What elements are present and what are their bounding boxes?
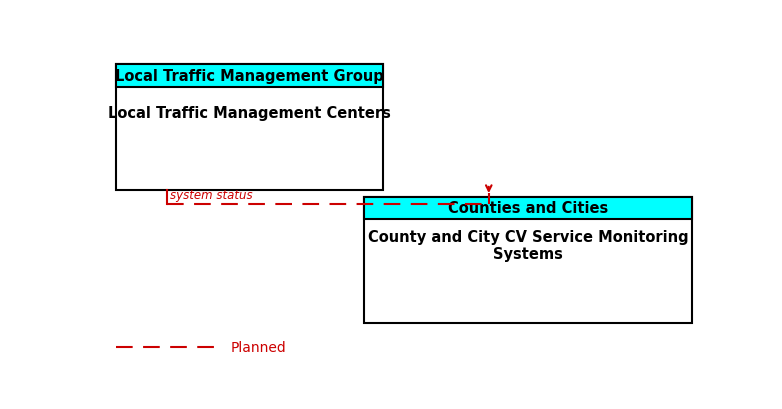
Bar: [364, 197, 692, 220]
Text: County and City CV Service Monitoring
Systems: County and City CV Service Monitoring Sy…: [368, 229, 688, 262]
Bar: [116, 65, 382, 191]
Text: Local Traffic Management Group: Local Traffic Management Group: [115, 69, 384, 84]
Text: Counties and Cities: Counties and Cities: [448, 201, 608, 216]
Text: system status: system status: [170, 188, 253, 201]
Text: Local Traffic Management Centers: Local Traffic Management Centers: [108, 106, 391, 121]
Bar: [364, 197, 692, 323]
Bar: [116, 65, 382, 88]
Text: Planned: Planned: [231, 340, 287, 354]
